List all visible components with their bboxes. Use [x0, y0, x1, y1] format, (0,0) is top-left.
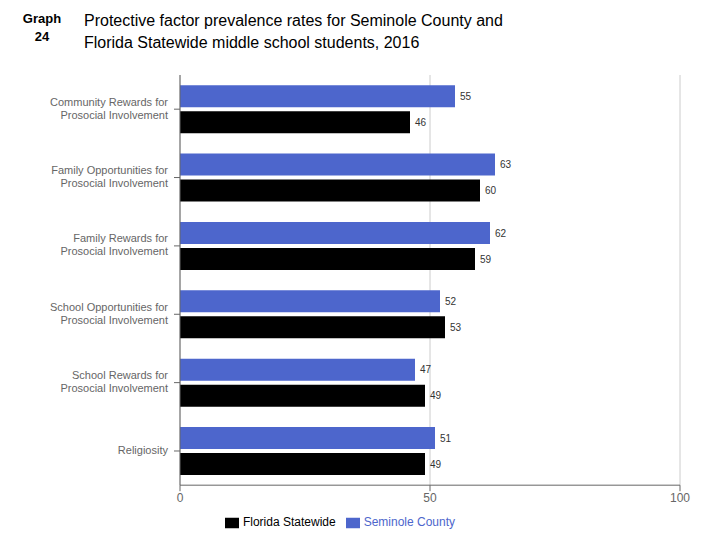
- svg-text:62: 62: [495, 228, 507, 239]
- svg-text:52: 52: [445, 296, 457, 307]
- svg-text:49: 49: [430, 390, 442, 401]
- svg-text:50: 50: [423, 491, 437, 505]
- svg-text:Family Opportunities forProsoc: Family Opportunities forProsocial Involv…: [51, 164, 168, 189]
- svg-text:47: 47: [420, 364, 432, 375]
- svg-text:63: 63: [500, 159, 512, 170]
- svg-text:51: 51: [440, 433, 452, 444]
- html-text:Florida Statewide middle schoo: Florida Statewide middle school students…: [84, 34, 420, 51]
- svg-text:Community Rewards forProsocial: Community Rewards forProsocial Involveme…: [50, 96, 168, 121]
- svg-text:Religiosity: Religiosity: [118, 444, 169, 456]
- svg-text:55: 55: [460, 91, 472, 102]
- svg-text:60: 60: [485, 185, 497, 196]
- html-text:Florida Statewide: Florida Statewide: [242, 515, 336, 530]
- html-text:Graph 24: Graph 24: [22, 11, 62, 44]
- svg-text:0: 0: [177, 491, 184, 505]
- svg-text:School Opportunities forProsoc: School Opportunities forProsocial Involv…: [50, 301, 168, 326]
- svg-text:49: 49: [430, 459, 442, 470]
- svg-text:46: 46: [415, 117, 427, 128]
- svg-text:Family Rewards forProsocial In: Family Rewards forProsocial Involvement: [60, 232, 168, 257]
- svg-text:53: 53: [450, 322, 462, 333]
- svg-text:School Rewards forProsocial In: School Rewards forProsocial Involvement: [60, 369, 168, 394]
- html-text:Seminole County: Seminole County: [363, 515, 455, 530]
- html-text:Protective factor prevalence r: Protective factor prevalence rates for S…: [84, 12, 503, 29]
- svg-text:100: 100: [670, 491, 690, 505]
- svg-text:59: 59: [480, 254, 492, 265]
